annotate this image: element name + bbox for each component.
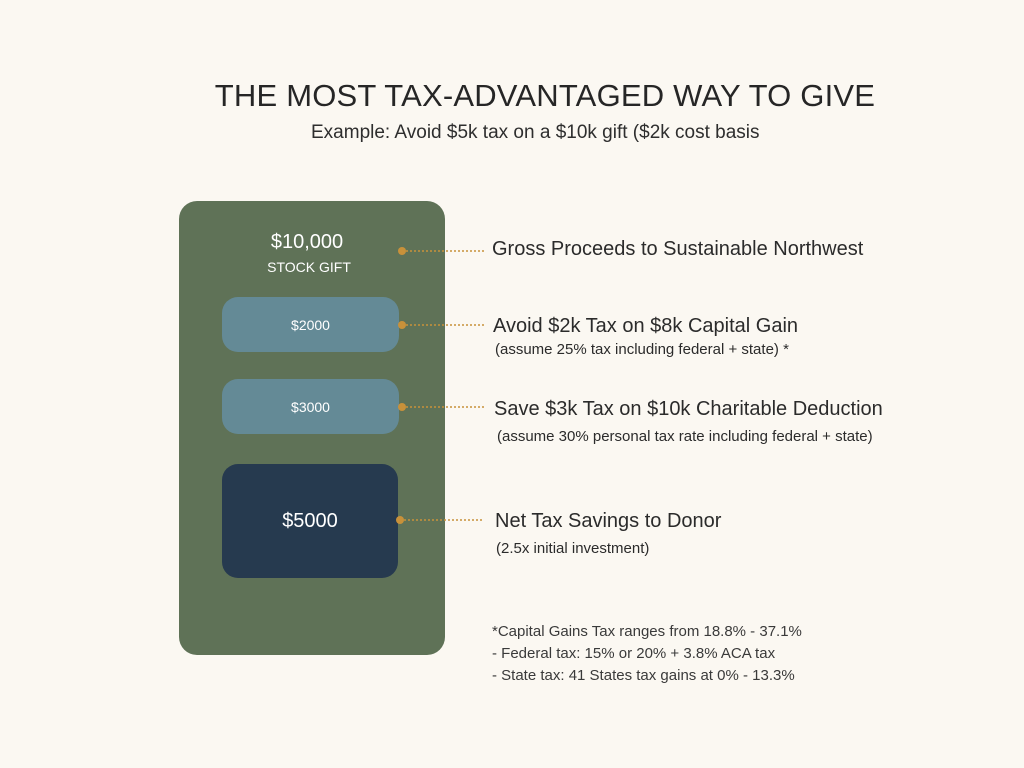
net-savings-box: $5000 — [222, 464, 398, 578]
capital-gain-note: (assume 25% tax including federal + stat… — [495, 341, 789, 358]
connector-3 — [398, 403, 486, 411]
footnote-state-tax: - State tax: 41 States tax gains at 0% -… — [492, 667, 795, 684]
footnote-federal-tax: - Federal tax: 15% or 20% + 3.8% ACA tax — [492, 645, 776, 662]
page-title: THE MOST TAX-ADVANTAGED WAY TO GIVE — [214, 78, 876, 113]
footnote-capital-gains: *Capital Gains Tax ranges from 18.8% - 3… — [492, 623, 802, 640]
gross-proceeds-label: Gross Proceeds to Sustainable Northwest — [492, 238, 864, 260]
connector-2 — [398, 321, 486, 329]
gift-label: STOCK GIFT — [267, 259, 351, 275]
net-savings-label: Net Tax Savings to Donor — [495, 510, 722, 532]
connector-1 — [398, 247, 486, 255]
page-subtitle: Example: Avoid $5k tax on a $10k gift ($… — [311, 122, 760, 143]
gift-amount: $10,000 — [270, 231, 344, 253]
capital-gain-label: Avoid $2k Tax on $8k Capital Gain — [493, 315, 799, 337]
charitable-deduction-box: $3000 — [222, 379, 399, 434]
net-savings-note: (2.5x initial investment) — [496, 540, 650, 557]
connector-4 — [396, 516, 484, 524]
capital-gain-tax-box: $2000 — [222, 297, 399, 352]
charitable-deduction-label: Save $3k Tax on $10k Charitable Deductio… — [494, 398, 883, 420]
charitable-deduction-note: (assume 30% personal tax rate including … — [497, 428, 873, 445]
